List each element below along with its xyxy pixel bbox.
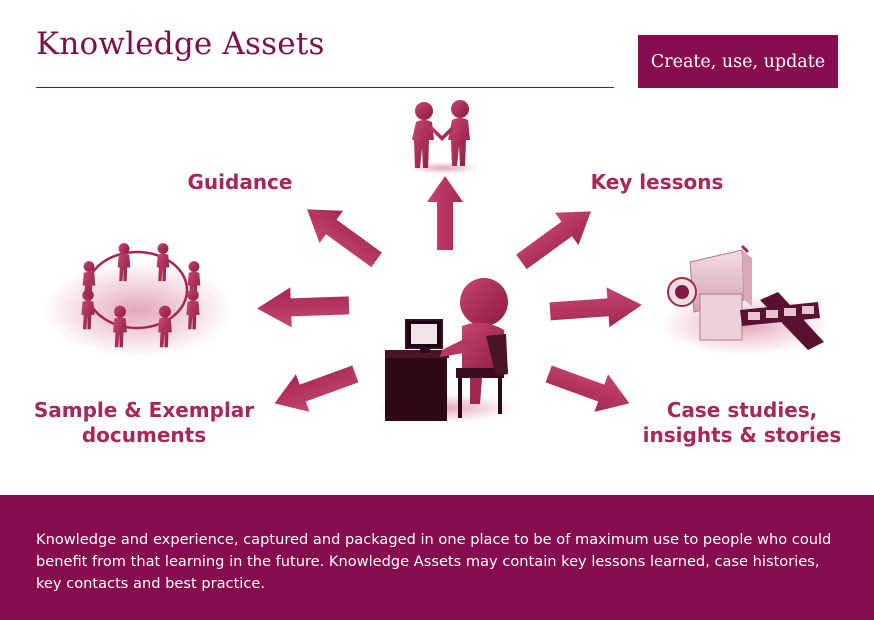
arrow-to-guidance xyxy=(307,209,382,268)
video-camera-icon xyxy=(660,244,830,355)
diagram-canvas xyxy=(43,100,830,422)
description-text: Knowledge and experience, captured and p… xyxy=(36,531,832,592)
create-use-update-button[interactable]: Create, use, update xyxy=(638,35,838,88)
arrow-to-key-lessons xyxy=(516,211,591,270)
arrow-up xyxy=(427,176,463,250)
circle-of-people-icon xyxy=(43,243,233,358)
arrow-to-samples xyxy=(274,365,359,412)
handshake-icon xyxy=(407,100,479,174)
label-guidance: Guidance xyxy=(187,170,293,194)
label-key-lessons: Key lessons xyxy=(590,170,724,194)
arrow-to-camera xyxy=(549,287,642,328)
label-sample-exemplar: Sample & Exemplar documents xyxy=(33,398,255,447)
label-case-studies: Case studies, insights & stories xyxy=(642,398,842,447)
arrow-to-case-studies xyxy=(545,365,630,412)
title-underline xyxy=(36,87,614,88)
arrows xyxy=(257,176,642,412)
description-banner: Knowledge and experience, captured and p… xyxy=(0,495,874,620)
person-at-computer-icon xyxy=(375,278,515,422)
arrow-to-circle xyxy=(257,287,350,328)
page-title: Knowledge Assets xyxy=(36,26,325,62)
